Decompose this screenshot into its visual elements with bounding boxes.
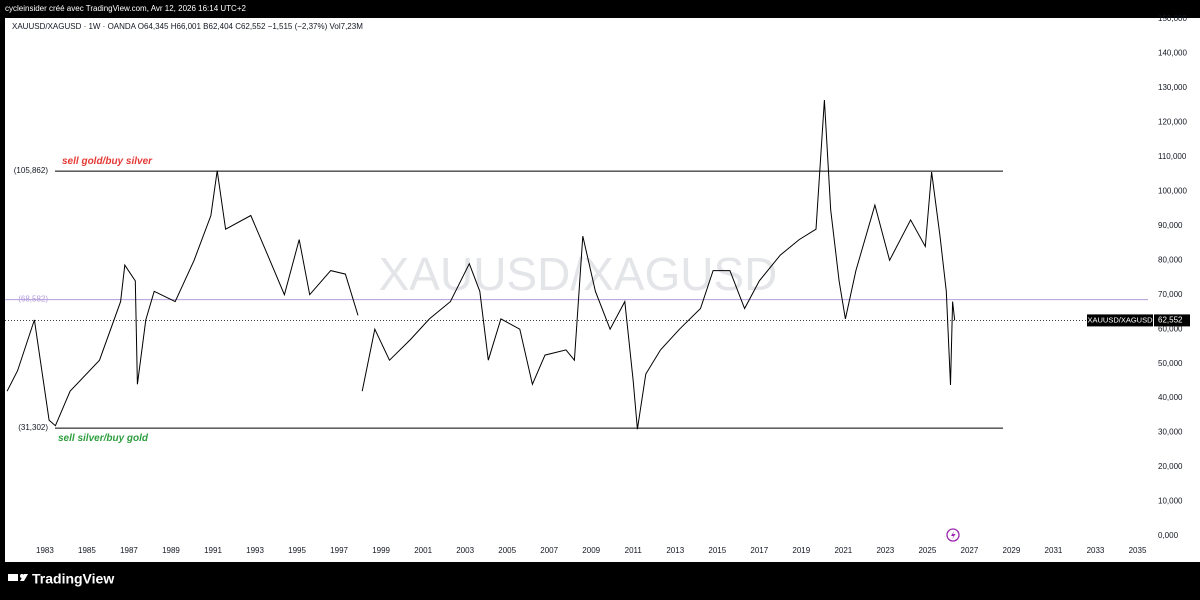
x-tick-label: 2033 [1087, 546, 1105, 555]
y-tick-label: 110,000 [1158, 152, 1187, 161]
y-tick-label: 100,000 [1158, 186, 1187, 195]
watermark: XAUUSD/XAGUSD [379, 248, 778, 300]
y-tick-label: 50,000 [1158, 359, 1183, 368]
x-tick-label: 2031 [1045, 546, 1063, 555]
footer-logo: TradingView [32, 571, 114, 587]
x-tick-label: 1989 [162, 546, 180, 555]
last-name: XAUUSD/XAGUSD [1087, 315, 1153, 324]
x-tick-label: 2003 [456, 546, 474, 555]
level-label: (31,302) [18, 423, 48, 432]
last-name-box [1087, 314, 1153, 327]
y-tick-label: 30,000 [1158, 428, 1183, 437]
x-tick-label: 1993 [246, 546, 264, 555]
legend-text: XAUUSD/XAGUSD · 1W · OANDA O64,345 H66,0… [12, 22, 363, 31]
y-tick-label: 10,000 [1158, 497, 1183, 506]
x-tick-label: 2009 [582, 546, 600, 555]
x-tick-label: 2019 [792, 546, 810, 555]
x-tick-label: 2013 [666, 546, 684, 555]
price-line [6, 99, 956, 430]
x-tick-label: 1983 [36, 546, 54, 555]
x-tick-label: 2017 [750, 546, 768, 555]
x-tick-label: 1995 [288, 546, 306, 555]
annotation: sell silver/buy gold [58, 433, 149, 444]
x-tick-label: 2015 [708, 546, 726, 555]
chart-area [5, 18, 1200, 562]
x-tick-label: 2029 [1003, 546, 1021, 555]
x-tick-label: 1999 [372, 546, 390, 555]
x-tick-label: 2001 [414, 546, 432, 555]
x-tick-label: 1997 [330, 546, 348, 555]
y-tick-label: 20,000 [1158, 462, 1183, 471]
x-tick-label: 1987 [120, 546, 138, 555]
x-tick-label: 2007 [540, 546, 558, 555]
level-label: (105,862) [14, 166, 49, 175]
logo [8, 574, 28, 581]
lightning-icon [946, 528, 960, 542]
level-label: (68,582) [18, 295, 48, 304]
header: cycleinsider créé avec TradingView.com, … [5, 4, 246, 13]
y-tick-label: 90,000 [1158, 221, 1183, 230]
x-tick-label: 2005 [498, 546, 516, 555]
y-tick-label: 130,000 [1158, 83, 1187, 92]
x-tick-label: 2035 [1129, 546, 1147, 555]
x-tick-label: 2011 [625, 546, 643, 555]
y-tick-label: 80,000 [1158, 255, 1183, 264]
y-tick-label: 70,000 [1158, 290, 1183, 299]
y-tick-label: 0,000 [1158, 531, 1179, 540]
x-tick-label: 1985 [78, 546, 96, 555]
x-tick-label: 2027 [961, 546, 979, 555]
last-price-box [1154, 314, 1190, 327]
annotation: sell gold/buy silver [62, 156, 153, 167]
last-price-label: 62,552 [1158, 316, 1183, 325]
x-tick-label: 2021 [834, 546, 852, 555]
y-tick-label: 150,000 [1158, 14, 1187, 23]
y-tick-label: 40,000 [1158, 393, 1183, 402]
y-tick-label: 120,000 [1158, 118, 1187, 127]
y-tick-label: 60,000 [1158, 324, 1183, 333]
x-tick-label: 1991 [204, 546, 222, 555]
y-tick-label: 140,000 [1158, 49, 1187, 58]
x-tick-label: 2025 [918, 546, 936, 555]
x-tick-label: 2023 [876, 546, 894, 555]
